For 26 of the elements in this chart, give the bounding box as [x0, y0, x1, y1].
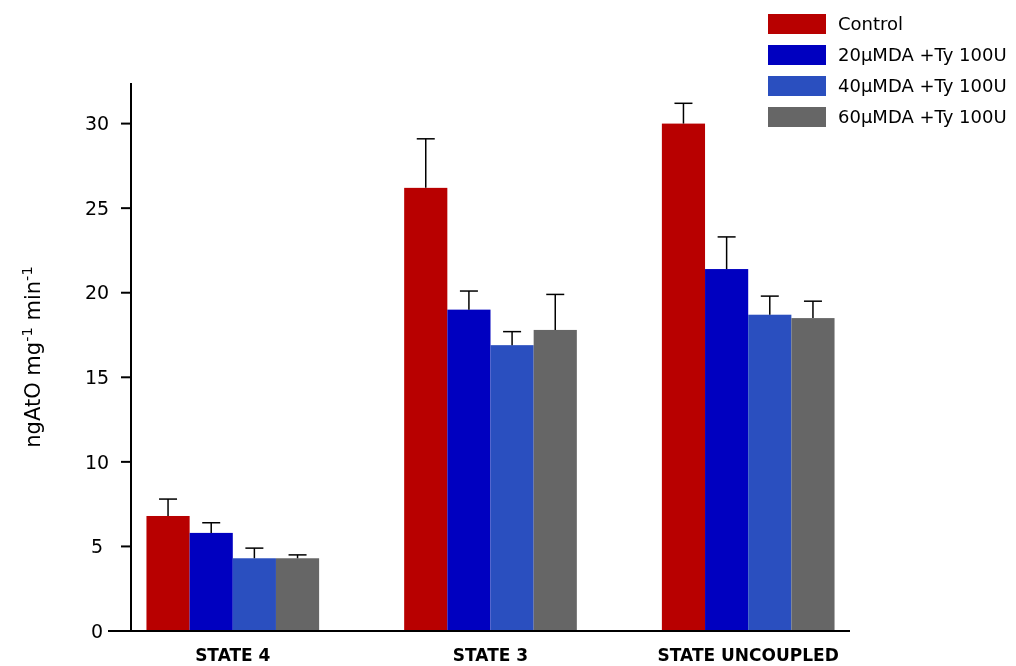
legend-label: 60µMDA +Ty 100U	[838, 106, 1007, 128]
legend-label: Control	[838, 13, 904, 35]
y-tick-label: 5	[90, 535, 104, 558]
bar	[791, 318, 835, 631]
y-tick-label: 15	[84, 365, 110, 388]
bar	[404, 187, 448, 631]
bar	[748, 314, 792, 631]
y-tick-label: 20	[84, 281, 110, 304]
bar	[146, 515, 190, 631]
bar	[232, 558, 276, 631]
bar	[275, 558, 320, 631]
x-tick-label: STATE 3	[452, 645, 529, 665]
y-tick-label: 25	[84, 196, 110, 219]
y-tick-label: 30	[84, 112, 110, 135]
bar	[661, 123, 706, 631]
y-tick-label: 10	[84, 450, 110, 473]
x-tick-label: STATE 4	[195, 645, 271, 665]
bar	[189, 532, 233, 631]
legend-label: 40µMDA +Ty 100U	[838, 75, 1007, 97]
y-tick-label: 0	[90, 619, 104, 642]
bar	[447, 309, 491, 631]
x-tick-label: STATE UNCOUPLED	[657, 645, 839, 665]
bar	[533, 329, 577, 631]
bar	[705, 269, 749, 631]
bar	[490, 345, 534, 631]
legend-label: 20µMDA +Ty 100U	[838, 44, 1007, 66]
